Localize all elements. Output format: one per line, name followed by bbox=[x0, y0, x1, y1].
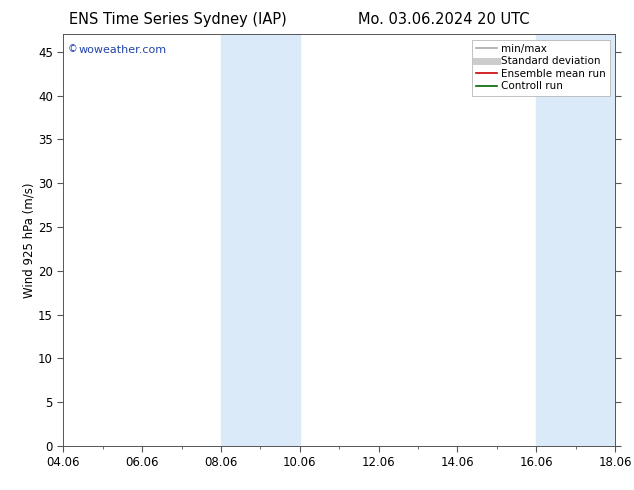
Y-axis label: Wind 925 hPa (m/s): Wind 925 hPa (m/s) bbox=[22, 182, 36, 298]
Bar bbox=[536, 34, 615, 446]
Legend: min/max, Standard deviation, Ensemble mean run, Controll run: min/max, Standard deviation, Ensemble me… bbox=[472, 40, 610, 96]
Text: woweather.com: woweather.com bbox=[79, 45, 167, 54]
Text: ©: © bbox=[68, 45, 77, 54]
Bar bbox=[221, 34, 300, 446]
Text: ENS Time Series Sydney (IAP): ENS Time Series Sydney (IAP) bbox=[68, 12, 287, 27]
Text: Mo. 03.06.2024 20 UTC: Mo. 03.06.2024 20 UTC bbox=[358, 12, 529, 27]
